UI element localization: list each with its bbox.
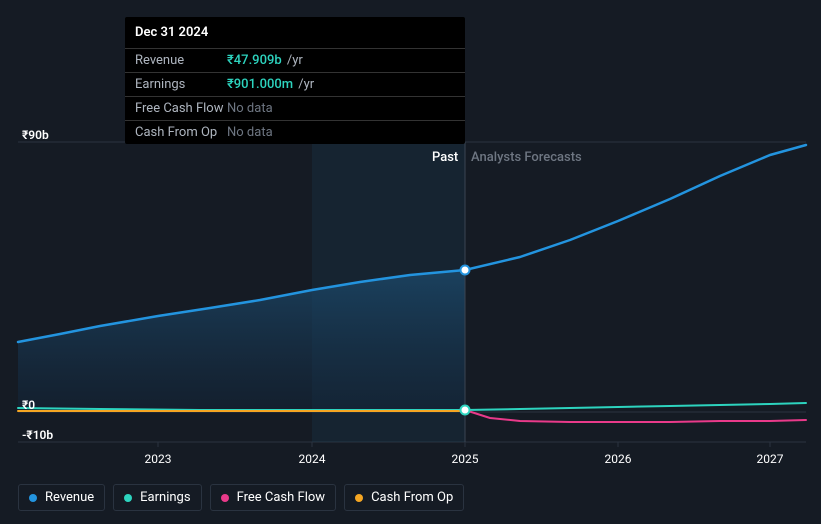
x-axis-label: 2023 xyxy=(145,452,172,466)
x-axis-label: 2025 xyxy=(452,452,479,466)
chart-legend: Revenue Earnings Free Cash Flow Cash From O… xyxy=(18,484,464,511)
tooltip-row-label: Cash From Op xyxy=(135,125,227,140)
hover-tooltip: Dec 31 2024 Revenue₹47.909b /yrEarnings₹… xyxy=(125,17,465,144)
legend-item-label: Cash From Op xyxy=(371,490,453,505)
y-axis-label: ₹0 xyxy=(22,398,35,412)
tooltip-row: Earnings₹901.000m /yr xyxy=(125,73,465,97)
legend-dot-icon xyxy=(124,494,132,502)
tooltip-row: Free Cash FlowNo data xyxy=(125,97,465,121)
forecast-label: Analysts Forecasts xyxy=(471,150,582,165)
tooltip-row-label: Revenue xyxy=(135,53,227,68)
tooltip-row-value: ₹901.000m /yr xyxy=(227,77,455,92)
tooltip-row-value: No data xyxy=(227,101,455,116)
series-marker-earnings xyxy=(461,406,470,415)
legend-item-revenue[interactable]: Revenue xyxy=(18,484,105,511)
tooltip-row: Revenue₹47.909b /yr xyxy=(125,49,465,73)
tooltip-row-value: ₹47.909b /yr xyxy=(227,53,455,68)
legend-dot-icon xyxy=(355,494,363,502)
legend-item-cfo[interactable]: Cash From Op xyxy=(344,484,464,511)
legend-item-label: Free Cash Flow xyxy=(237,490,325,505)
tooltip-row: Cash From OpNo data xyxy=(125,121,465,144)
y-axis-label: ₹90b xyxy=(22,128,49,142)
y-axis-label: -₹10b xyxy=(22,428,53,442)
legend-item-earnings[interactable]: Earnings xyxy=(113,484,201,511)
tooltip-row-label: Free Cash Flow xyxy=(135,101,227,116)
x-axis-label: 2024 xyxy=(299,452,326,466)
legend-item-fcf[interactable]: Free Cash Flow xyxy=(210,484,336,511)
series-marker-revenue xyxy=(461,266,470,275)
x-axis-label: 2027 xyxy=(757,452,784,466)
x-axis-label: 2026 xyxy=(605,452,632,466)
legend-dot-icon xyxy=(221,494,229,502)
tooltip-row-value: No data xyxy=(227,125,455,140)
legend-item-label: Earnings xyxy=(140,490,190,505)
legend-item-label: Revenue xyxy=(45,490,94,505)
tooltip-row-label: Earnings xyxy=(135,77,227,92)
past-label: Past xyxy=(432,150,458,165)
legend-dot-icon xyxy=(29,494,37,502)
tooltip-date: Dec 31 2024 xyxy=(125,17,465,49)
